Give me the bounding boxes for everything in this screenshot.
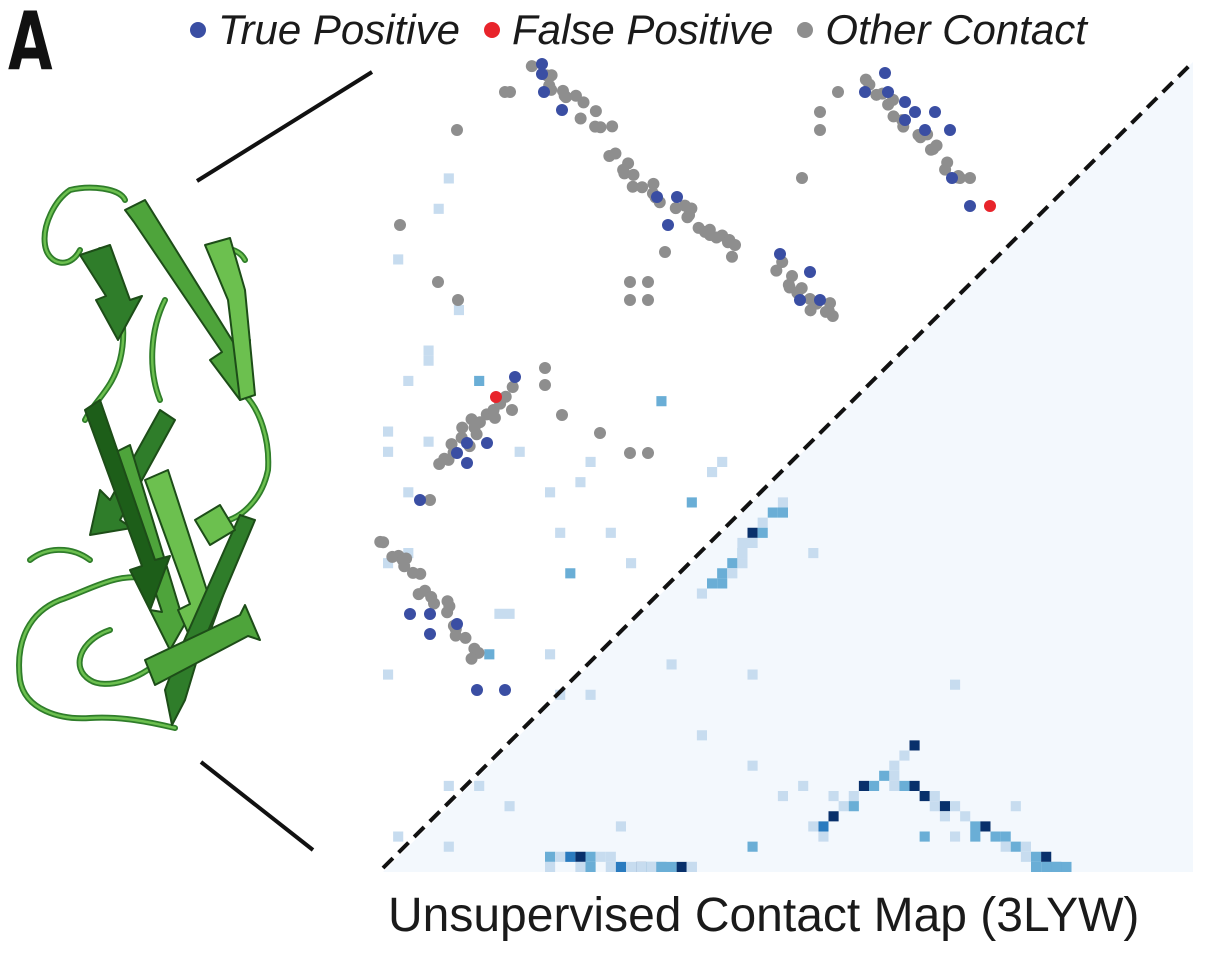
zoom-line-top xyxy=(195,70,374,183)
protein-structure-illustration xyxy=(16,184,272,731)
contact-heatmap xyxy=(383,62,1193,872)
legend-item-other-contact: Other Contact xyxy=(797,6,1087,54)
legend-label-false-positive: False Positive xyxy=(511,6,774,53)
panel-label: A xyxy=(8,0,53,88)
legend-item-true-positive: True Positive xyxy=(190,6,460,54)
legend-label-other-contact: Other Contact xyxy=(825,6,1087,53)
legend-label-true-positive: True Positive xyxy=(218,6,460,53)
zoom-line-bottom xyxy=(199,760,315,852)
legend: True Positive False Positive Other Conta… xyxy=(190,6,1111,54)
false-positive-dot-icon xyxy=(483,22,500,38)
other-contact-dot-icon xyxy=(797,22,814,38)
legend-item-false-positive: False Positive xyxy=(483,6,774,54)
diagonal-dashed-line xyxy=(381,60,1195,870)
contact-scatter xyxy=(374,58,996,696)
true-positive-dot-icon xyxy=(190,22,206,38)
figure-caption: Unsupervised Contact Map (3LYW) xyxy=(388,889,1140,942)
